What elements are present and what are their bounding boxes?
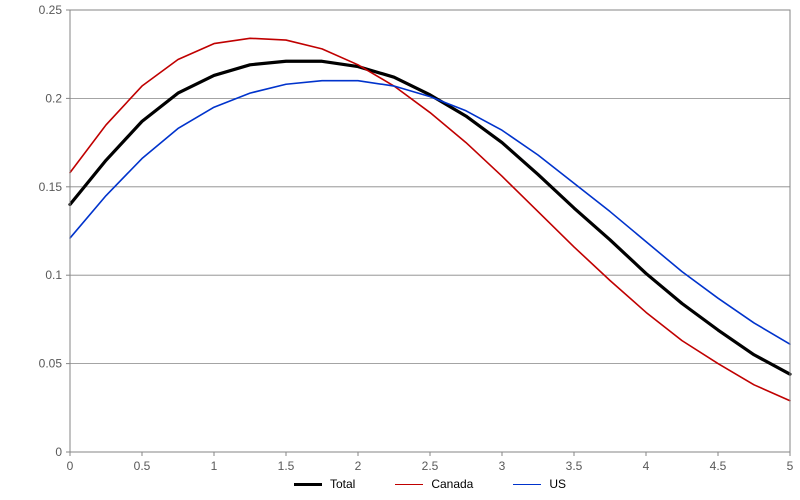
x-tick-label: 5: [787, 459, 794, 473]
y-tick-label: 0: [55, 445, 62, 459]
legend-label: Total: [330, 477, 355, 491]
y-tick-label: 0.05: [39, 357, 63, 371]
y-tick-label: 0.1: [45, 268, 62, 282]
x-tick-label: 3: [499, 459, 506, 473]
legend-item-us: US: [513, 477, 566, 491]
x-tick-label: 4: [643, 459, 650, 473]
legend-swatch: [294, 483, 322, 486]
legend-label: Canada: [431, 477, 473, 491]
line-chart: 0 0.05 0.1 0.15 0.2 0.25 0 0.5 1 1.5 2 2.5 3 3.5 4 4.5 5…: [0, 0, 800, 500]
x-tick-label: 0: [67, 459, 74, 473]
y-tick-label: 0.15: [39, 180, 63, 194]
x-tick-label: 0.5: [134, 459, 151, 473]
legend-swatch: [513, 484, 541, 485]
legend-swatch: [395, 484, 423, 485]
x-tick-label: 2: [355, 459, 362, 473]
x-tick-label: 1.5: [278, 459, 295, 473]
x-tick-label: 1: [211, 459, 218, 473]
legend: Total Canada US: [70, 472, 790, 496]
y-tick-label: 0.2: [45, 91, 62, 105]
x-tick-label: 3.5: [566, 459, 583, 473]
legend-item-canada: Canada: [395, 477, 473, 491]
chart-svg: 0 0.05 0.1 0.15 0.2 0.25 0 0.5 1 1.5 2 2.5 3 3.5 4 4.5 5: [0, 0, 800, 500]
x-tick-label: 2.5: [422, 459, 439, 473]
legend-label: US: [549, 477, 566, 491]
x-tick-label: 4.5: [710, 459, 727, 473]
y-tick-label: 0.25: [39, 3, 63, 17]
legend-item-total: Total: [294, 477, 355, 491]
